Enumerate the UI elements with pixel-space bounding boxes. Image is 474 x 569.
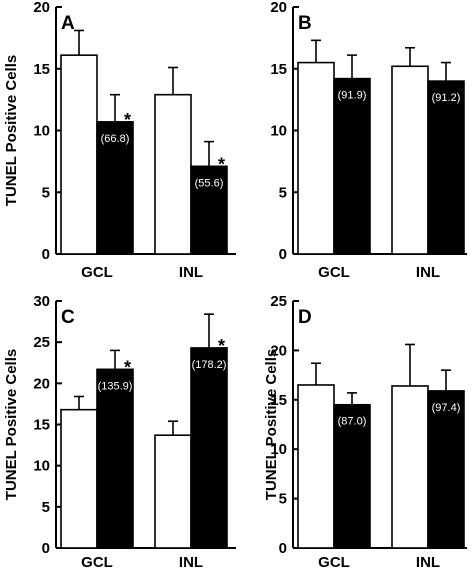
y-tick-label: 0: [279, 246, 287, 263]
y-tick-label: 0: [42, 540, 50, 557]
bar-data-label: (91.9): [338, 90, 367, 102]
y-axis-label: TUNEL Positive Cells: [3, 55, 20, 206]
bar-data-label: (91.2): [432, 92, 461, 104]
bar-control: [391, 385, 429, 549]
bar-data-label: (178.2): [192, 359, 227, 371]
bar-control: [60, 54, 98, 255]
y-tick-label: 15: [270, 392, 287, 409]
y-tick-label: 15: [33, 61, 50, 78]
bar-treated: [427, 390, 465, 549]
panel-letter: D: [298, 307, 312, 328]
y-tick-label: 20: [33, 0, 50, 16]
y-tick-label: 25: [270, 293, 287, 310]
bar-control: [297, 384, 335, 549]
y-tick-label: 0: [279, 540, 287, 557]
y-tick-label: 20: [270, 0, 287, 16]
bar-control: [154, 434, 192, 549]
bar-treated: [190, 165, 228, 255]
bar-control: [297, 61, 335, 255]
y-tick-label: 10: [33, 123, 50, 140]
panel-letter: A: [61, 13, 75, 34]
significance-star: *: [124, 110, 131, 130]
bar-treated: [96, 121, 134, 255]
y-tick-label: 5: [279, 184, 287, 201]
x-category-label: GCL: [318, 264, 350, 281]
y-axis-label: TUNEL Positive Cells: [263, 349, 280, 500]
y-tick-label: 10: [270, 441, 287, 458]
bar-control: [154, 93, 192, 255]
x-category-label: INL: [416, 264, 440, 281]
x-category-label: INL: [179, 554, 203, 569]
bar-control: [391, 65, 429, 255]
panel-letter: C: [61, 307, 75, 328]
significance-star: *: [124, 357, 131, 377]
bar-data-label: (87.0): [338, 416, 367, 428]
x-category-label: GCL: [318, 554, 350, 569]
y-tick-label: 10: [33, 458, 50, 475]
bar-data-label: (66.8): [101, 133, 130, 145]
y-tick-label: 15: [270, 61, 287, 78]
y-tick-label: 5: [279, 491, 287, 508]
panel-letter: B: [298, 13, 312, 34]
bar-data-label: (55.6): [195, 177, 224, 189]
y-tick-label: 10: [270, 123, 287, 140]
y-tick-label: 25: [33, 334, 50, 351]
bar-data-label: (135.9): [98, 380, 133, 392]
y-tick-label: 5: [42, 499, 50, 516]
bar-treated: [96, 368, 134, 549]
bar-data-label: (97.4): [432, 402, 461, 414]
bar-treated: [190, 347, 228, 549]
x-category-label: INL: [416, 554, 440, 569]
y-tick-label: 30: [33, 293, 50, 310]
y-axis-label: TUNEL Positive Cells: [3, 349, 20, 500]
significance-star: *: [218, 154, 225, 174]
y-tick-label: 15: [33, 417, 50, 434]
bar-control: [60, 408, 98, 549]
x-category-label: GCL: [81, 264, 113, 281]
y-tick-label: 20: [33, 375, 50, 392]
y-tick-label: 5: [42, 184, 50, 201]
y-tick-label: 0: [42, 246, 50, 263]
x-category-label: INL: [179, 264, 203, 281]
y-tick-label: 20: [270, 342, 287, 359]
bar-treated: [333, 403, 371, 549]
bar-treated: [427, 80, 465, 255]
significance-star: *: [218, 336, 225, 356]
bar-treated: [333, 77, 371, 255]
x-category-label: GCL: [81, 554, 113, 569]
